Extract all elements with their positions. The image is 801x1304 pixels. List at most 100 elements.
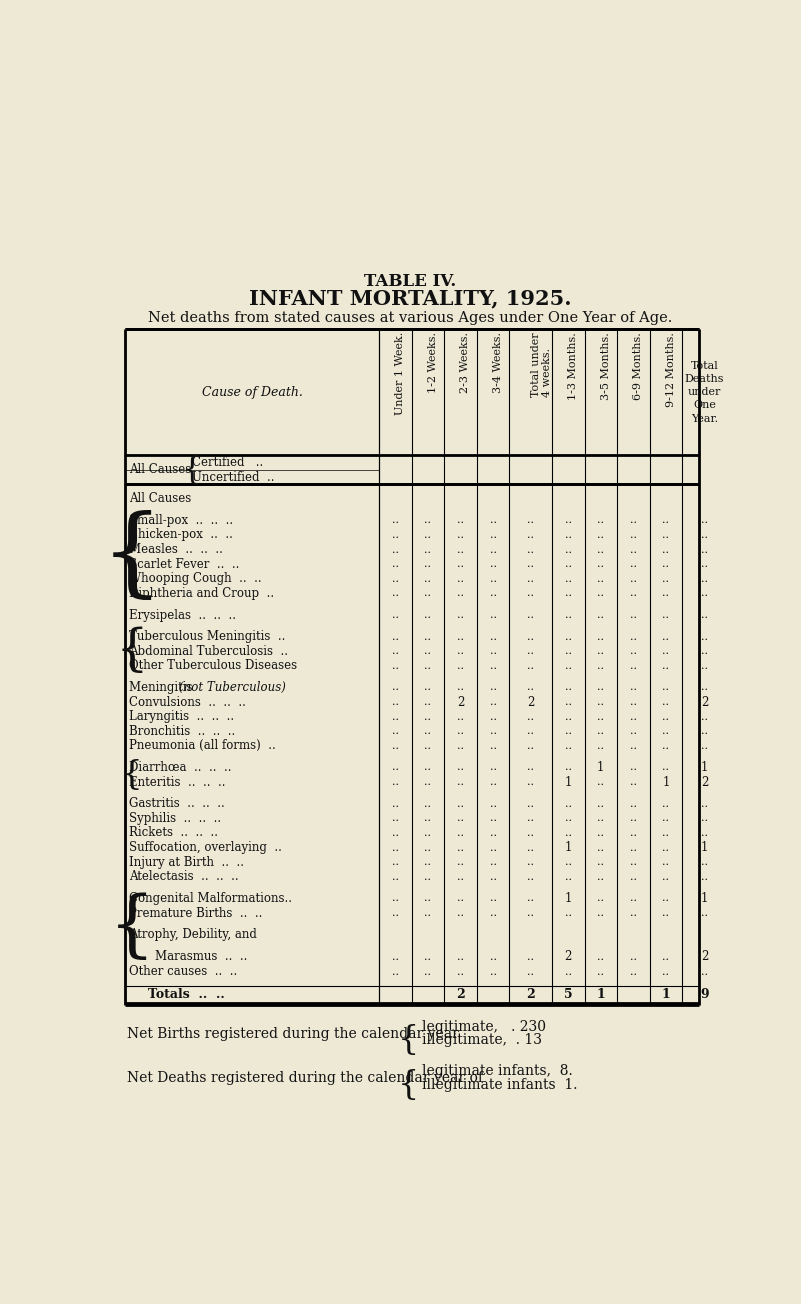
Text: ..: .. bbox=[565, 647, 572, 656]
Text: ..: .. bbox=[527, 545, 534, 554]
Text: ..: .. bbox=[565, 574, 572, 584]
Text: ..: .. bbox=[662, 814, 670, 823]
Text: ..: .. bbox=[598, 908, 604, 918]
Text: ..: .. bbox=[701, 726, 708, 737]
Text: Other causes  ..  ..: Other causes .. .. bbox=[129, 965, 237, 978]
Text: ..: .. bbox=[489, 682, 497, 692]
Text: ..: .. bbox=[489, 908, 497, 918]
Text: Diphtheria and Croup  ..: Diphtheria and Croup .. bbox=[129, 587, 274, 600]
Text: ..: .. bbox=[489, 712, 497, 721]
Text: ..: .. bbox=[489, 574, 497, 584]
Text: legitimate infants,  8.: legitimate infants, 8. bbox=[422, 1064, 573, 1078]
Text: ..: .. bbox=[489, 588, 497, 599]
Text: ..: .. bbox=[392, 966, 399, 977]
Text: Whooping Cough  ..  ..: Whooping Cough .. .. bbox=[129, 572, 261, 585]
Text: ..: .. bbox=[701, 647, 708, 656]
Text: ..: .. bbox=[527, 529, 534, 540]
Text: ..: .. bbox=[630, 842, 637, 853]
Text: Gastritis  ..  ..  ..: Gastritis .. .. .. bbox=[129, 797, 224, 810]
Text: ..: .. bbox=[630, 893, 637, 904]
Text: ..: .. bbox=[565, 588, 572, 599]
Text: ..: .. bbox=[527, 588, 534, 599]
Text: Abdominal Tuberculosis  ..: Abdominal Tuberculosis .. bbox=[129, 644, 288, 657]
Text: ..: .. bbox=[565, 559, 572, 569]
Text: ..: .. bbox=[489, 726, 497, 737]
Text: ..: .. bbox=[701, 712, 708, 721]
Text: ..: .. bbox=[701, 872, 708, 882]
Text: ..: .. bbox=[662, 698, 670, 707]
Text: ..: .. bbox=[662, 661, 670, 670]
Text: ..: .. bbox=[457, 574, 464, 584]
Text: ..: .. bbox=[630, 726, 637, 737]
Text: ..: .. bbox=[527, 872, 534, 882]
Text: ..: .. bbox=[630, 712, 637, 721]
Text: ..: .. bbox=[565, 682, 572, 692]
Text: ..: .. bbox=[598, 857, 604, 867]
Text: ..: .. bbox=[662, 610, 670, 619]
Text: ..: .. bbox=[630, 828, 637, 838]
Text: ..: .. bbox=[565, 966, 572, 977]
Text: ..: .. bbox=[489, 698, 497, 707]
Text: 5: 5 bbox=[564, 988, 573, 1001]
Text: ..: .. bbox=[425, 857, 432, 867]
Text: ..: .. bbox=[392, 647, 399, 656]
Text: ..: .. bbox=[662, 966, 670, 977]
Text: ..: .. bbox=[662, 726, 670, 737]
Text: ..: .. bbox=[392, 559, 399, 569]
Text: {: { bbox=[398, 1025, 420, 1056]
Text: Congenital Malformations..: Congenital Malformations.. bbox=[129, 892, 292, 905]
Text: Laryngitis  ..  ..  ..: Laryngitis .. .. .. bbox=[129, 711, 234, 724]
Text: ..: .. bbox=[598, 661, 604, 670]
Text: ..: .. bbox=[701, 798, 708, 808]
Text: ..: .. bbox=[392, 952, 399, 962]
Text: ..: .. bbox=[425, 828, 432, 838]
Text: ..: .. bbox=[392, 814, 399, 823]
Text: ..: .. bbox=[598, 966, 604, 977]
Text: ..: .. bbox=[565, 726, 572, 737]
Text: ..: .. bbox=[565, 631, 572, 642]
Text: legitimate,   . 230: legitimate, . 230 bbox=[422, 1020, 545, 1034]
Text: 9: 9 bbox=[700, 988, 709, 1001]
Text: 2-3 Weeks.: 2-3 Weeks. bbox=[461, 333, 470, 393]
Text: ..: .. bbox=[392, 828, 399, 838]
Text: ..: .. bbox=[425, 574, 432, 584]
Text: {: { bbox=[101, 510, 163, 604]
Text: ..: .. bbox=[662, 545, 670, 554]
Text: ..: .. bbox=[425, 798, 432, 808]
Text: {: { bbox=[109, 892, 155, 962]
Text: ..: .. bbox=[662, 647, 670, 656]
Text: ..: .. bbox=[598, 952, 604, 962]
Text: ..: .. bbox=[630, 588, 637, 599]
Text: ..: .. bbox=[565, 908, 572, 918]
Text: ..: .. bbox=[701, 631, 708, 642]
Text: {: { bbox=[115, 626, 148, 675]
Text: ..: .. bbox=[527, 966, 534, 977]
Text: ..: .. bbox=[425, 966, 432, 977]
Text: Injury at Birth  ..  ..: Injury at Birth .. .. bbox=[129, 855, 244, 868]
Text: ..: .. bbox=[527, 610, 534, 619]
Text: ..: .. bbox=[630, 698, 637, 707]
Text: ..: .. bbox=[527, 857, 534, 867]
Text: ..: .. bbox=[701, 515, 708, 526]
Text: ..: .. bbox=[457, 828, 464, 838]
Text: ..: .. bbox=[489, 529, 497, 540]
Text: ..: .. bbox=[425, 588, 432, 599]
Text: Premature Births  ..  ..: Premature Births .. .. bbox=[129, 906, 262, 919]
Text: ..: .. bbox=[701, 857, 708, 867]
Text: 1: 1 bbox=[597, 988, 605, 1001]
Text: ..: .. bbox=[598, 798, 604, 808]
Text: ..: .. bbox=[392, 515, 399, 526]
Text: ..: .. bbox=[392, 631, 399, 642]
Text: Convulsions  ..  ..  ..: Convulsions .. .. .. bbox=[129, 695, 246, 708]
Text: 1: 1 bbox=[565, 892, 572, 905]
Text: ..: .. bbox=[457, 872, 464, 882]
Text: Suffocation, overlaying  ..: Suffocation, overlaying .. bbox=[129, 841, 282, 854]
Text: ..: .. bbox=[565, 545, 572, 554]
Text: ..: .. bbox=[565, 814, 572, 823]
Text: 1-3 Months.: 1-3 Months. bbox=[568, 333, 578, 400]
Text: ..: .. bbox=[392, 712, 399, 721]
Text: 2: 2 bbox=[527, 695, 534, 708]
Text: ..: .. bbox=[392, 777, 399, 788]
Text: ..: .. bbox=[489, 857, 497, 867]
Text: ..: .. bbox=[489, 661, 497, 670]
